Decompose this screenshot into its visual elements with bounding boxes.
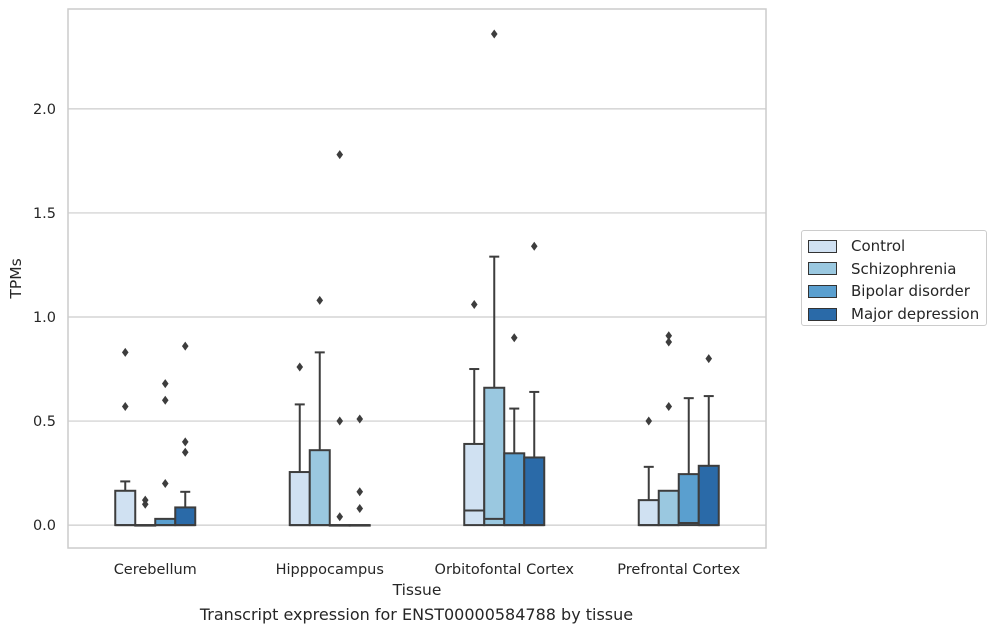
y-tick-label: 0.5 [33,414,56,430]
legend-entry: Major depression [808,303,986,326]
x-tick-label: Prefrontal Cortex [617,562,740,578]
box-schizophrenia [134,495,157,527]
outlier-point [665,331,673,341]
outlier-point [161,478,169,488]
outlier-point [356,487,364,497]
outlier-point [161,379,169,389]
box [114,489,137,527]
y-tick-label: 1.5 [33,206,56,222]
x-tick-label: Cerebellum [114,562,197,578]
box-bipolar-disorder [677,397,700,527]
legend-entry: Bipolar disorder [808,280,986,303]
outlier-point [356,414,364,424]
box-major-depression [523,241,546,527]
x-tick-label: Orbitofontal Cortex [435,562,575,578]
y-tick-label: 1.0 [33,310,56,326]
plot-frame [67,8,767,549]
box [463,442,486,527]
box-major-depression [697,354,720,527]
outlier-point [645,416,653,426]
x-tick-label: Hipppocampus [276,562,384,578]
legend-swatch [808,307,837,321]
outlier-point [490,29,498,39]
box [657,489,680,527]
box-bipolar-disorder [328,150,351,527]
outlier-point [161,395,169,405]
box-schizophrenia [308,295,331,527]
legend-label: Bipolar disorder [851,282,970,301]
box [503,452,526,527]
outlier-point [181,447,189,457]
x-tick-labels: Cerebellum Hipppocampus Orbitofontal Corte… [114,562,741,578]
outlier-point [705,354,713,364]
y-axis-label: TPMs [7,258,25,299]
outlier-point [336,416,344,426]
outlier-point [181,437,189,447]
box [483,386,506,527]
outlier-point [296,362,304,372]
box-control [463,300,486,527]
outlier-point [665,401,673,411]
box [174,506,197,527]
legend-entry: Control [808,235,986,258]
legend-entry: Schizophrenia [808,258,986,281]
box-control [114,347,137,527]
legend-swatch [808,284,837,298]
outlier-point [141,495,149,505]
box-groups [114,29,720,527]
box-major-depression [174,341,197,527]
box-schizophrenia [483,29,506,527]
y-tick-label: 0.0 [33,518,56,534]
box-control [637,416,660,527]
gridlines [68,108,766,526]
chart-caption: Transcript expression for ENST0000058478… [199,605,634,624]
outlier-point [316,295,324,305]
outlier-point [336,512,344,522]
outlier-point [510,333,518,343]
legend-label: Major depression [851,305,980,324]
box-bipolar-disorder [154,379,177,527]
box-bipolar-disorder [503,333,526,527]
outlier-point [121,401,129,411]
box [288,471,311,527]
outlier-point [530,241,538,251]
outlier-point [121,347,129,357]
box-major-depression [348,414,371,527]
box [308,449,331,527]
outlier-point [181,341,189,351]
legend-swatch [808,262,837,276]
outlier-point [470,300,478,310]
x-axis-label: Tissue [392,581,442,599]
legend-swatch [808,239,837,253]
box-schizophrenia [657,331,680,527]
box [677,473,700,527]
y-tick-label: 2.0 [33,102,56,118]
box-control [288,362,311,527]
legend-label: Control [851,237,906,256]
box [697,464,720,527]
outlier-point [356,503,364,513]
box [523,456,546,527]
outlier-point [665,337,673,347]
legend-label: Schizophrenia [851,259,957,278]
outlier-point [336,150,344,160]
box [637,499,660,527]
y-tick-labels: 0.0 0.5 1.0 1.5 2.0 [33,102,56,534]
legend: Control Schizophrenia Bipolar disorder Majo… [801,230,987,326]
